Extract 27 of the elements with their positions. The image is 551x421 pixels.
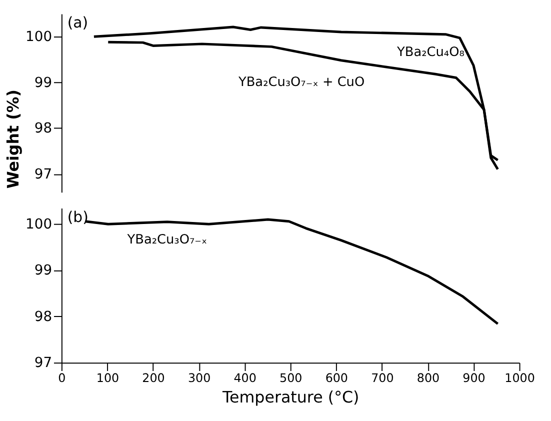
series-label: YBa₂Cu₄O₈ (396, 45, 464, 60)
x-tick-label: 900 (462, 370, 486, 385)
y-axis-title: Weight (%) (4, 90, 23, 189)
y-tick-label: 97 (34, 166, 52, 182)
x-axis-title: Temperature (°C) (221, 388, 360, 407)
series-label: YBa₂Cu₃O₇₋ₓ (126, 232, 208, 248)
line-series (92, 26, 500, 170)
annotation: (a) (67, 14, 88, 32)
x-tick-label: 700 (371, 370, 394, 385)
x-tick-label: 200 (142, 370, 165, 385)
y-tick-label: 100 (26, 216, 52, 233)
x-tick-label: 800 (416, 370, 440, 385)
x-tick-label: 600 (325, 370, 348, 385)
x-tick-label: 500 (280, 370, 302, 385)
y-tick-label: 98 (34, 120, 52, 137)
series-label: YBa₂Cu₃O₇₋ₓ + CuO (237, 75, 365, 90)
x-tick-label: 400 (234, 370, 256, 385)
y-tick-label: 98 (34, 308, 52, 325)
y-tick-label: 99 (34, 262, 52, 279)
y-tick-label: 97 (34, 355, 52, 372)
x-tick-label: 1000 (504, 370, 535, 385)
x-tick-label: 100 (96, 370, 120, 385)
y-tick-label: 100 (26, 29, 52, 46)
y-tick-label: 99 (34, 74, 52, 91)
x-tick-label: 300 (188, 370, 211, 385)
x-tick-label: 0 (58, 370, 66, 385)
annotation: (b) (67, 208, 88, 226)
